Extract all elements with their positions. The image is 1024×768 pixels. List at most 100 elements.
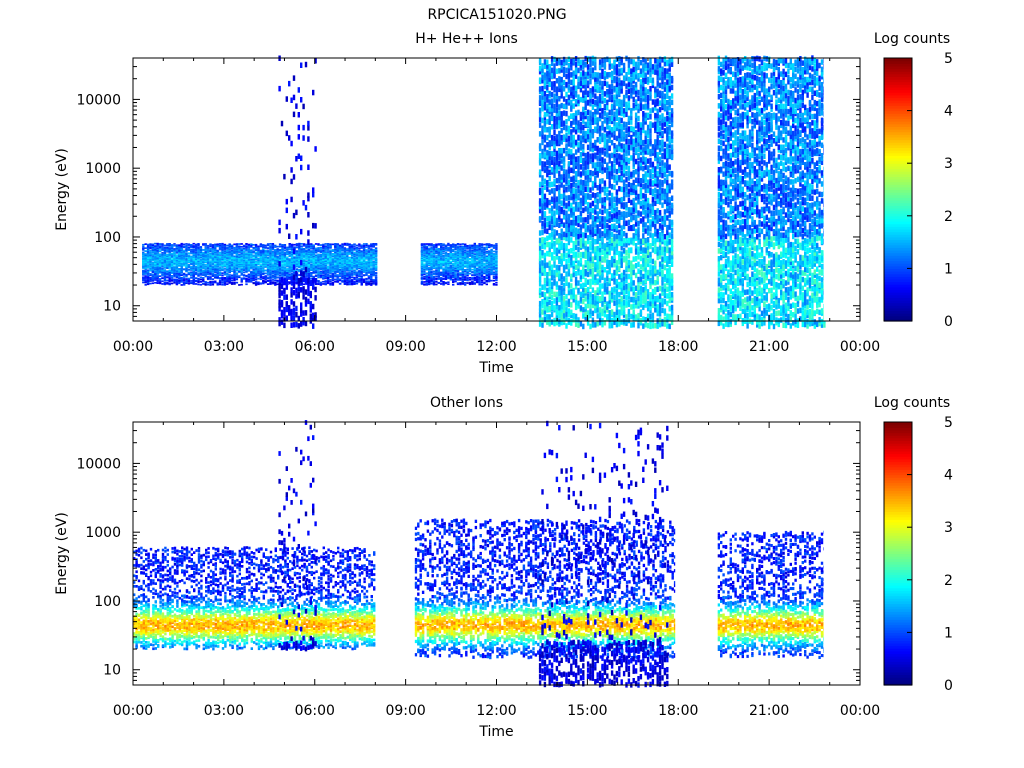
heatmap-cell (242, 262, 246, 265)
heatmap-cell (310, 273, 313, 275)
heatmap-cell (235, 269, 239, 272)
heatmap-cell (168, 243, 171, 245)
heatmap-cell (300, 258, 303, 261)
heatmap-cell (168, 258, 171, 260)
heatmap-cell (252, 261, 255, 263)
heatmap-cell (151, 253, 155, 256)
heatmap-cell (194, 272, 198, 275)
heatmap-cell (211, 280, 215, 283)
heatmap-cell (322, 249, 325, 252)
heatmap-cell (449, 273, 452, 275)
heatmap-cell (156, 274, 159, 277)
heatmap-cell (374, 276, 378, 278)
heatmap-cell (367, 280, 371, 283)
heatmap-cell (280, 299, 284, 306)
heatmap-cell (245, 243, 248, 245)
heatmap-cell (360, 258, 363, 261)
heatmap-cell (230, 253, 234, 256)
heatmap-cell (252, 250, 255, 252)
heatmap-cell (283, 278, 286, 285)
heatmap-cell (314, 251, 318, 254)
heatmap-cell (312, 269, 315, 271)
heatmap-cell (341, 244, 344, 247)
heatmap-cell (149, 277, 152, 279)
heatmap-cell (358, 277, 361, 280)
heatmap-cell (144, 261, 147, 263)
heatmap-cell (156, 279, 159, 281)
heatmap-cell (420, 249, 424, 252)
heatmap-cell (216, 243, 219, 246)
heatmap-cell (314, 278, 317, 284)
heatmap-cell (459, 258, 462, 261)
heatmap-cell (158, 250, 162, 252)
heatmap-cell (266, 254, 270, 257)
heatmap-cell (264, 269, 267, 272)
heatmap-cell (266, 261, 270, 264)
heatmap-cell (302, 253, 306, 256)
heatmap-cell (209, 277, 212, 279)
heatmap-cell (293, 269, 296, 272)
heatmap-cell (218, 279, 222, 282)
heatmap-cell (297, 112, 300, 118)
heatmap-cell (175, 252, 179, 254)
heatmap-cell (285, 279, 288, 286)
heatmap-cell (226, 269, 229, 271)
heatmap-cell (276, 271, 279, 274)
heatmap-cell (228, 271, 231, 273)
heatmap-cell (180, 265, 183, 268)
heatmap-cell (302, 248, 306, 251)
heatmap-cell (324, 264, 327, 266)
heatmap-cell (170, 265, 174, 268)
heatmap-cell (297, 315, 300, 322)
heatmap-cell (312, 257, 315, 260)
heatmap-cell (233, 257, 236, 260)
heatmap-cell (211, 282, 215, 284)
heatmap-cell (326, 259, 330, 261)
heatmap-cell (425, 282, 428, 285)
heatmap-cell (346, 281, 349, 284)
heatmap-cell (158, 278, 162, 280)
heatmap-cell (297, 124, 300, 131)
heatmap-cell (324, 249, 327, 251)
heatmap-cell (211, 274, 215, 276)
heatmap-cell (252, 276, 255, 278)
heatmap-cell (312, 277, 315, 284)
heatmap-cell (161, 246, 164, 249)
heatmap-cell (192, 253, 195, 255)
heatmap-cell (264, 249, 267, 252)
heatmap-cell (168, 276, 171, 278)
heatmap-cell (240, 258, 243, 261)
heatmap-cell (432, 255, 436, 258)
heatmap-cell (298, 245, 301, 247)
heatmap-cell (173, 253, 176, 255)
heatmap-cell (442, 275, 445, 278)
heatmap-cell (230, 250, 234, 253)
heatmap-cell (266, 273, 270, 275)
heatmap-cell (192, 267, 195, 270)
heatmap-cell (173, 278, 176, 281)
heatmap-cell (228, 268, 231, 271)
heatmap-cell (288, 248, 291, 250)
heatmap-cell (283, 252, 287, 255)
heatmap-cell (235, 281, 239, 284)
heatmap-cell (228, 255, 231, 258)
heatmap-cell (252, 277, 255, 280)
heatmap-cell (250, 274, 253, 277)
heatmap-cell (166, 267, 169, 269)
heatmap-cell (274, 250, 277, 253)
heatmap-cell (307, 239, 310, 245)
heatmap-cell (326, 273, 330, 275)
heatmap-cell (199, 281, 203, 283)
heatmap-cell (182, 276, 186, 278)
heatmap-cell (163, 265, 167, 268)
heatmap-cell (158, 248, 162, 250)
heatmap-cell (307, 268, 311, 271)
heatmap-cell (206, 257, 210, 260)
heatmap-cell (314, 254, 318, 257)
heatmap-cell (278, 276, 282, 279)
heatmap-cell (262, 257, 265, 259)
heatmap-cell (180, 245, 183, 248)
heatmap-cell (194, 279, 198, 282)
heatmap-cell (374, 265, 378, 268)
